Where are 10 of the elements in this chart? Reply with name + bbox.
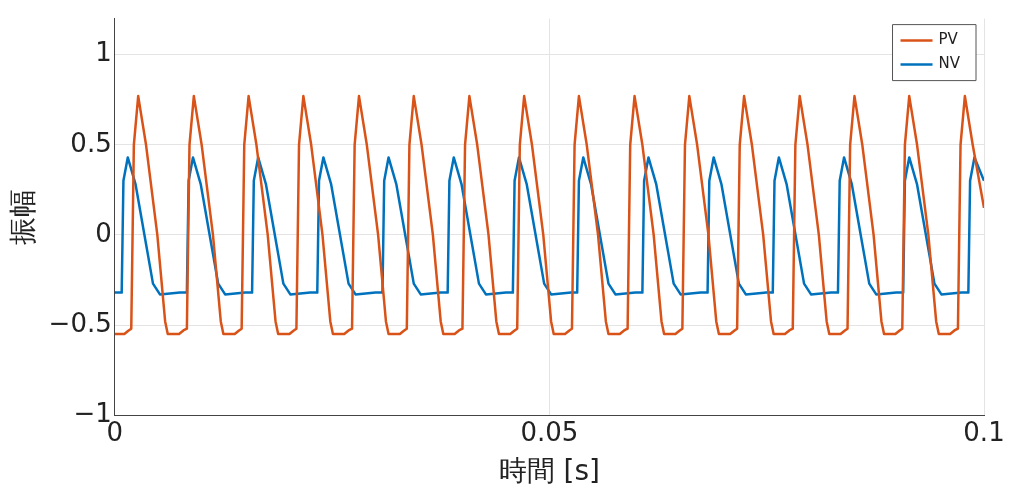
x-axis-title: 時間 [s]	[498, 454, 601, 488]
x-tick-label: 0.05	[520, 416, 579, 447]
legend-label: NV	[938, 54, 961, 73]
x-tick-label: 0.1	[963, 416, 1005, 447]
y-tick-label: −0.5	[48, 307, 112, 338]
y-tick-label: 0.5	[70, 127, 112, 158]
legend-label: PV	[938, 30, 959, 49]
y-tick-label: 0	[95, 217, 112, 248]
y-tick-label: 1	[95, 37, 112, 68]
y-axis-title: 振幅	[6, 188, 40, 245]
